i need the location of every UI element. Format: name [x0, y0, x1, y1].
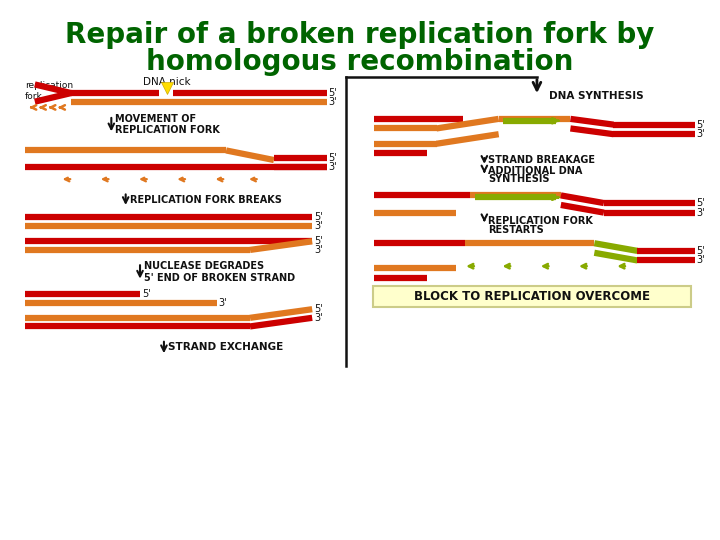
Text: 3': 3' — [697, 255, 706, 266]
Text: BLOCK TO REPLICATION OVERCOME: BLOCK TO REPLICATION OVERCOME — [414, 291, 650, 303]
Text: STRAND BREAKAGE: STRAND BREAKAGE — [488, 155, 595, 165]
Text: 3': 3' — [697, 207, 706, 218]
Text: 3': 3' — [328, 97, 337, 107]
Text: ADDITIONAL DNA: ADDITIONAL DNA — [488, 166, 582, 177]
Text: 5': 5' — [142, 289, 150, 299]
Text: SYNTHESIS: SYNTHESIS — [488, 174, 549, 184]
Text: 5': 5' — [328, 88, 337, 98]
Text: 3': 3' — [697, 129, 706, 139]
Text: 3': 3' — [218, 298, 227, 307]
Text: 5': 5' — [697, 120, 706, 130]
Text: RESTARTS: RESTARTS — [488, 225, 544, 235]
Text: 5': 5' — [328, 153, 337, 163]
Text: STRAND EXCHANGE: STRAND EXCHANGE — [168, 342, 283, 353]
Text: homologous recombination: homologous recombination — [146, 48, 574, 76]
FancyBboxPatch shape — [374, 286, 691, 307]
Text: 5': 5' — [314, 304, 323, 314]
Text: 5': 5' — [697, 246, 706, 256]
Text: NUCLEASE DEGRADES
5' END OF BROKEN STRAND: NUCLEASE DEGRADES 5' END OF BROKEN STRAN… — [144, 261, 295, 283]
Text: REPLICATION FORK BREAKS: REPLICATION FORK BREAKS — [130, 195, 282, 205]
Text: 5': 5' — [314, 237, 323, 246]
Text: 3': 3' — [314, 245, 323, 255]
Text: Repair of a broken replication fork by: Repair of a broken replication fork by — [66, 21, 654, 49]
Text: 3': 3' — [328, 161, 337, 172]
Text: 5': 5' — [314, 212, 323, 222]
Text: replication
fork: replication fork — [25, 80, 73, 101]
Text: 5': 5' — [697, 198, 706, 208]
Text: MOVEMENT OF
REPLICATION FORK: MOVEMENT OF REPLICATION FORK — [115, 114, 220, 136]
Text: REPLICATION FORK: REPLICATION FORK — [488, 216, 593, 226]
Text: DNA nick: DNA nick — [143, 77, 191, 87]
Text: 3': 3' — [314, 313, 323, 323]
Text: DNA SYNTHESIS: DNA SYNTHESIS — [549, 91, 644, 101]
Text: 3': 3' — [314, 221, 323, 231]
